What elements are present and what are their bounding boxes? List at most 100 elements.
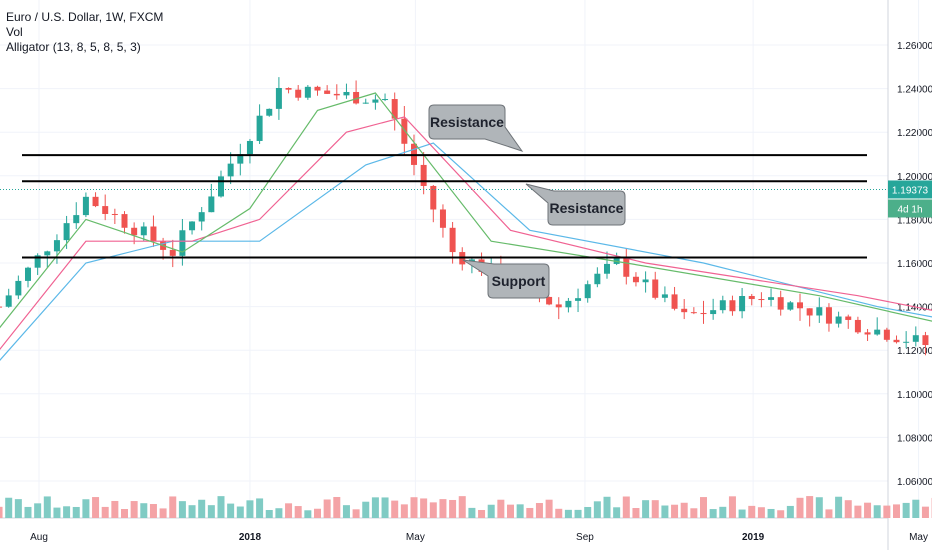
candle-body[interactable] [150, 226, 156, 240]
candle-body[interactable] [112, 214, 118, 215]
candle-body[interactable] [382, 99, 388, 100]
candle-body[interactable] [556, 304, 562, 307]
candle-body[interactable] [585, 284, 591, 298]
candle-body[interactable] [894, 340, 900, 342]
candle-body[interactable] [768, 297, 774, 300]
candle-body[interactable] [64, 223, 70, 240]
candle-body[interactable] [797, 302, 803, 308]
candle-body[interactable] [758, 299, 764, 300]
candle-body[interactable] [401, 119, 407, 144]
candle-body[interactable] [826, 307, 832, 323]
candle-body[interactable] [681, 309, 687, 312]
candle-body[interactable] [913, 335, 919, 342]
candle-body[interactable] [343, 92, 349, 95]
volume-bar [0, 507, 3, 518]
candle-body[interactable] [749, 296, 755, 299]
candle-body[interactable] [739, 296, 745, 311]
candle-body[interactable] [218, 176, 224, 196]
candle-body[interactable] [633, 277, 639, 282]
x-tick-label: May [909, 532, 928, 543]
candle-body[interactable] [15, 281, 21, 296]
candle-body[interactable] [54, 240, 60, 251]
candle-body[interactable] [778, 297, 784, 309]
candle-body[interactable] [25, 268, 31, 281]
candle-body[interactable] [922, 335, 928, 345]
candle-body[interactable] [565, 301, 571, 307]
candle-body[interactable] [672, 294, 678, 308]
candle-body[interactable] [131, 228, 137, 236]
candle-body[interactable] [903, 342, 909, 343]
candle-body[interactable] [662, 294, 668, 297]
candle-body[interactable] [546, 297, 552, 304]
candle-body[interactable] [450, 228, 456, 252]
candle-body[interactable] [189, 221, 195, 230]
candle-body[interactable] [604, 264, 610, 274]
candle-body[interactable] [865, 332, 871, 334]
volume-bar [25, 507, 32, 518]
candle-body[interactable] [315, 87, 321, 91]
candle-body[interactable] [575, 298, 581, 301]
volume-bar [864, 503, 871, 518]
volume-bar [497, 500, 504, 518]
indicator-legend[interactable]: Alligator (13, 8, 5, 8, 5, 3) [6, 40, 163, 55]
candle-body[interactable] [228, 164, 234, 177]
candle-body[interactable] [440, 209, 446, 227]
volume-bar [430, 502, 437, 518]
candle-body[interactable] [276, 88, 282, 109]
volume-bar [594, 501, 601, 518]
candle-body[interactable] [122, 214, 128, 228]
candle-body[interactable] [643, 279, 649, 282]
candle-body[interactable] [787, 302, 793, 309]
candle-body[interactable] [845, 317, 851, 320]
candle-body[interactable] [729, 300, 735, 311]
candle-body[interactable] [286, 88, 292, 90]
candle-body[interactable] [6, 295, 12, 306]
candle-body[interactable] [710, 310, 716, 314]
candle-body[interactable] [266, 109, 272, 116]
candle-body[interactable] [73, 215, 79, 223]
volume-legend[interactable]: Vol [6, 25, 163, 40]
candle-body[interactable] [334, 94, 340, 95]
candle-body[interactable] [652, 279, 658, 297]
candle-body[interactable] [874, 330, 880, 335]
candle-body[interactable] [372, 99, 378, 102]
candle-body[interactable] [363, 103, 369, 104]
candle-body[interactable] [102, 206, 108, 214]
candle-body[interactable] [884, 330, 890, 340]
candle-body[interactable] [324, 91, 330, 94]
candle-body[interactable] [691, 312, 697, 313]
candle-body[interactable] [83, 197, 89, 215]
candle-body[interactable] [623, 258, 629, 277]
volume-bar [333, 497, 340, 518]
candle-body[interactable] [807, 308, 813, 315]
candle-body[interactable] [247, 141, 253, 154]
candle-body[interactable] [720, 300, 726, 310]
volume-bar [420, 498, 427, 518]
y-tick-label: 1.08000 [897, 433, 932, 444]
volume-bar [15, 499, 22, 518]
candle-body[interactable] [199, 212, 205, 221]
candle-body[interactable] [701, 313, 707, 314]
candle-body[interactable] [93, 197, 99, 206]
candle-body[interactable] [816, 307, 822, 315]
candle-body[interactable] [44, 251, 50, 255]
candle-body[interactable] [170, 250, 176, 256]
candle-body[interactable] [855, 320, 861, 332]
symbol-title[interactable]: Euro / U.S. Dollar, 1W, FXCM [6, 10, 163, 25]
candle-body[interactable] [295, 90, 301, 98]
candle-body[interactable] [594, 274, 600, 284]
volume-bar [729, 496, 736, 518]
candle-body[interactable] [257, 116, 263, 141]
candle-body[interactable] [421, 165, 427, 186]
volume-bar [295, 506, 302, 518]
volume-bar [304, 510, 311, 518]
candle-body[interactable] [0, 307, 2, 308]
x-tick-label: 2018 [239, 532, 262, 543]
candle-body[interactable] [836, 317, 842, 324]
candle-body[interactable] [208, 196, 214, 212]
volume-bar [362, 502, 369, 518]
candle-body[interactable] [141, 226, 147, 235]
candle-body[interactable] [305, 87, 311, 98]
